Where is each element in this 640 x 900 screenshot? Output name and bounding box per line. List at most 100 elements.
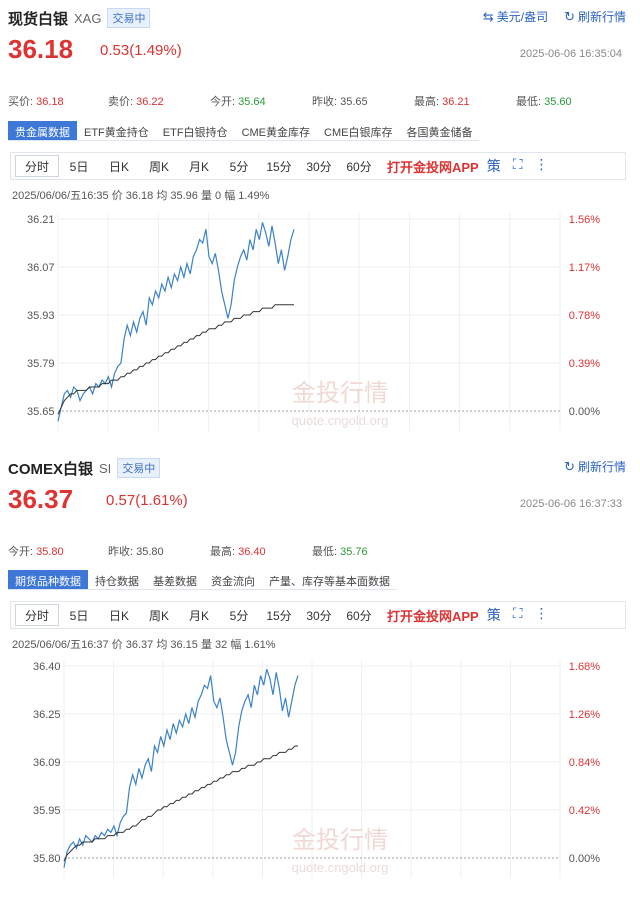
instrument-code: SI: [99, 460, 112, 476]
strategy-icon[interactable]: 策: [486, 158, 501, 174]
tab-weekly-k[interactable]: 周K: [148, 159, 169, 174]
tab-precious-metals[interactable]: 贵金属数据: [8, 121, 77, 140]
more-menu-icon[interactable]: ⋮: [534, 605, 549, 621]
swap-icon: ⇆: [482, 8, 494, 24]
refresh-quote-button[interactable]: ↻ 刷新行情: [564, 8, 626, 25]
tab-positions[interactable]: 持仓数据: [95, 576, 139, 588]
quote-time: 2025-06-06 16:35:04: [519, 48, 622, 60]
tab-basis[interactable]: 基差数据: [153, 576, 197, 588]
price-series-line: [63, 669, 299, 868]
tab-intraday[interactable]: 分时: [15, 155, 59, 177]
ask-stat: 卖价: 36.22: [108, 96, 164, 108]
tab-cme-gold[interactable]: CME黄金库存: [241, 127, 311, 139]
price-change: 0.53(1.49%): [100, 42, 182, 59]
tab-15min[interactable]: 15分: [266, 608, 292, 623]
pct-tick-label: 0.84%: [569, 757, 600, 769]
prev-close-stat: 昨收: 35.80: [108, 546, 164, 558]
more-menu-icon[interactable]: ⋮: [534, 156, 549, 172]
high-stat: 最高: 36.21: [414, 96, 470, 108]
watermark: 金投行情: [292, 380, 388, 407]
tab-fund-flow[interactable]: 资金流向: [211, 576, 255, 588]
tab-60min[interactable]: 60分: [346, 608, 372, 623]
open-stat: 今开: 35.80: [8, 546, 64, 558]
tab-monthly-k[interactable]: 月K: [188, 608, 209, 623]
tab-daily-k[interactable]: 日K: [108, 608, 129, 623]
pct-tick-label: 0.00%: [569, 853, 600, 865]
bid-stat: 买价: 36.18: [8, 96, 64, 108]
pct-tick-label: 1.26%: [569, 709, 600, 721]
price-change: 0.57(1.61%): [106, 492, 188, 509]
low-stat: 最低: 35.76: [312, 546, 368, 558]
tab-futures-data[interactable]: 期货品种数据: [8, 570, 88, 589]
tab-60min[interactable]: 60分: [346, 159, 372, 174]
tab-5min[interactable]: 5分: [229, 608, 249, 623]
y-tick-label: 35.95: [33, 805, 61, 817]
y-tick-label: 35.80: [33, 853, 61, 865]
low-stat: 最低: 35.60: [516, 96, 572, 108]
refresh-quote-button[interactable]: ↻ 刷新行情: [564, 458, 626, 475]
pct-tick-label: 1.68%: [569, 661, 600, 673]
tab-5min[interactable]: 5分: [229, 159, 249, 174]
intraday-chart-spot-silver: 36.21 1.56% 36.07 1.17% 35.93 0.78% 35.79 0.39%…: [27, 213, 600, 431]
pct-tick-label: 0.00%: [569, 406, 600, 418]
tab-30min[interactable]: 30分: [306, 608, 332, 623]
chart-period-tabs: 分时 5日 日K 周K 月K 5分 15分 30分 60分 打开金投网APP 策…: [10, 601, 626, 629]
tab-daily-k[interactable]: 日K: [108, 159, 129, 174]
average-series-line: [63, 745, 298, 862]
tab-gold-reserves[interactable]: 各国黄金储备: [406, 127, 473, 139]
refresh-icon: ↻: [564, 8, 575, 24]
tab-etf-gold[interactable]: ETF黄金持仓: [84, 127, 149, 139]
open-stat: 今开: 35.64: [210, 96, 266, 108]
y-tick-label: 35.79: [27, 358, 55, 370]
tab-5day[interactable]: 5日: [69, 159, 89, 174]
chart-info-line: 2025/06/06/五16:37 价 36.37 均 36.15 量 32 幅…: [12, 639, 276, 651]
panel-header: 现货白银 XAG 交易中: [8, 8, 151, 28]
pct-tick-label: 0.42%: [569, 805, 600, 817]
panel-header: COMEX白银 SI 交易中: [8, 458, 161, 478]
y-tick-label: 36.25: [33, 709, 61, 721]
instrument-title: COMEX白银: [8, 460, 94, 478]
pct-tick-label: 0.78%: [569, 310, 600, 322]
y-tick-label: 36.21: [27, 214, 55, 226]
chart-period-tabs: 分时 5日 日K 周K 月K 5分 15分 30分 60分 打开金投网APP 策…: [10, 152, 626, 180]
tab-monthly-k[interactable]: 月K: [188, 159, 209, 174]
tab-cme-silver[interactable]: CME白银库存: [324, 127, 393, 139]
last-price: 36.18: [8, 34, 74, 64]
chart-info-line: 2025/06/06/五16:35 价 36.18 均 35.96 量 0 幅 …: [12, 190, 270, 202]
intraday-chart-comex-silver: 36.40 1.68% 36.25 1.26% 36.09 0.84% 35.95 0.42%…: [33, 660, 600, 878]
tab-intraday[interactable]: 分时: [15, 604, 59, 626]
y-tick-label: 35.93: [27, 310, 55, 322]
comex-silver-panel: COMEX白银 SI 交易中 ↻ 刷新行情 36.37 0.57(1.61%) …: [0, 448, 640, 900]
open-app-link[interactable]: 打开金投网APP: [387, 159, 479, 175]
strategy-icon[interactable]: 策: [486, 607, 501, 623]
tab-30min[interactable]: 30分: [306, 159, 332, 174]
quote-time: 2025-06-06 16:37:33: [519, 498, 622, 510]
tab-15min[interactable]: 15分: [266, 159, 292, 174]
open-app-link[interactable]: 打开金投网APP: [387, 608, 479, 624]
unit-switch-link[interactable]: ⇆ 美元/盎司: [482, 8, 549, 25]
pct-tick-label: 1.17%: [569, 262, 600, 274]
instrument-code: XAG: [74, 10, 102, 26]
watermark: 金投行情: [292, 827, 388, 854]
refresh-icon: ↻: [564, 458, 575, 474]
spot-silver-panel: 现货白银 XAG 交易中 ⇆ 美元/盎司 ↻ 刷新行情 36.18 0.53(1…: [0, 0, 640, 445]
tab-etf-silver[interactable]: ETF白银持仓: [162, 127, 228, 139]
fullscreen-icon[interactable]: ⛶: [512, 156, 523, 172]
pct-tick-label: 1.56%: [569, 214, 600, 226]
pct-tick-label: 0.39%: [569, 358, 600, 370]
data-tabs: 期货品种数据 持仓数据 基差数据 资金流向 产量、库存等基本面数据: [8, 570, 397, 590]
fullscreen-icon[interactable]: ⛶: [512, 605, 523, 621]
prev-close-stat: 昨收: 35.65: [312, 96, 368, 108]
y-tick-label: 36.07: [27, 262, 55, 274]
y-tick-label: 35.65: [27, 406, 55, 418]
average-series-line: [57, 304, 294, 415]
watermark-url: quote.cngold.org: [292, 860, 389, 875]
trading-status-badge: 交易中: [107, 8, 151, 28]
watermark-url: quote.cngold.org: [292, 413, 389, 428]
tab-5day[interactable]: 5日: [69, 608, 89, 623]
high-stat: 最高: 36.40: [210, 546, 266, 558]
tab-weekly-k[interactable]: 周K: [148, 608, 169, 623]
instrument-title: 现货白银: [8, 10, 69, 28]
tab-fundamentals[interactable]: 产量、库存等基本面数据: [269, 576, 390, 588]
data-tabs: 贵金属数据 ETF黄金持仓 ETF白银持仓 CME黄金库存 CME白银库存 各国…: [8, 121, 480, 141]
